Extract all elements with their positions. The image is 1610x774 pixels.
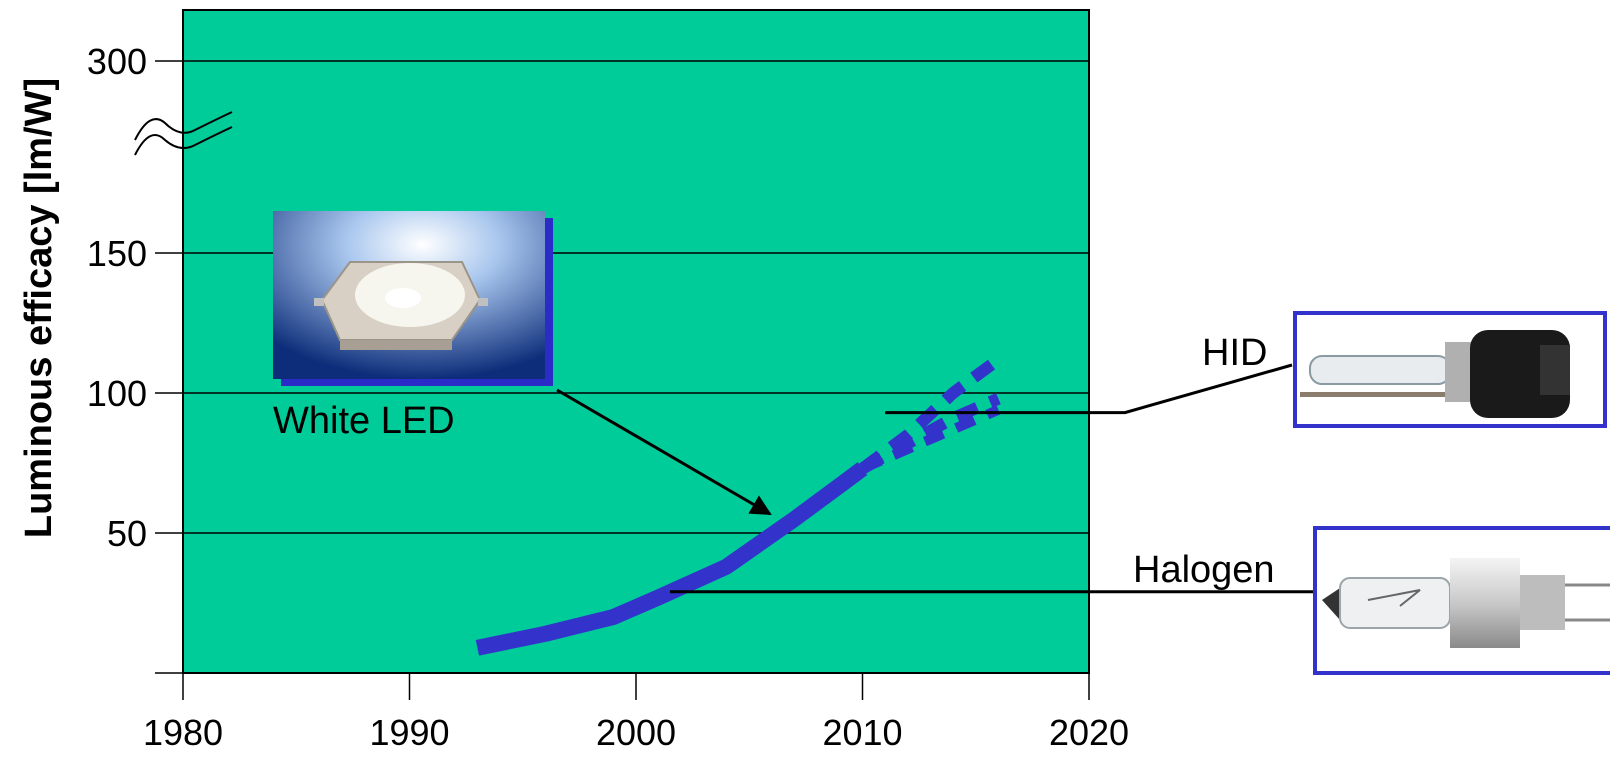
x-tick-label-2000: 2000: [596, 712, 676, 753]
projection-line-lower: [860, 405, 1001, 474]
hid-label: HID: [1202, 332, 1267, 374]
hid-bulb-photo: [1293, 311, 1607, 428]
x-tick-label-2020: 2020: [1049, 712, 1129, 753]
projection-line-middle: [859, 393, 1001, 474]
led-arrow: [556, 388, 772, 516]
y-tick-label-50: 50: [107, 513, 147, 554]
white-led-photo: [273, 211, 553, 386]
x-ticks: 1980 1990 2000 2010 2020: [143, 673, 1129, 753]
halogen-bulb-photo: [1313, 526, 1610, 675]
x-tick-label-2010: 2010: [822, 712, 902, 753]
axis-break-icon: [134, 111, 233, 156]
reference-line-hid: [885, 363, 1293, 415]
x-tick-label-1980: 1980: [143, 712, 223, 753]
series-line-white-led: [475, 462, 868, 656]
x-tick-label-1990: 1990: [369, 712, 449, 753]
y-ticks: 50 100 150 300: [87, 41, 183, 674]
y-tick-label-150: 150: [87, 233, 147, 274]
white-led-label: White LED: [273, 400, 455, 442]
y-tick-label-100: 100: [87, 373, 147, 414]
y-tick-label-300: 300: [87, 41, 147, 82]
y-axis-label: Luminous efficacy [lm/W]: [18, 78, 60, 538]
halogen-label: Halogen: [1133, 549, 1275, 591]
reference-lines: [669, 363, 1315, 594]
